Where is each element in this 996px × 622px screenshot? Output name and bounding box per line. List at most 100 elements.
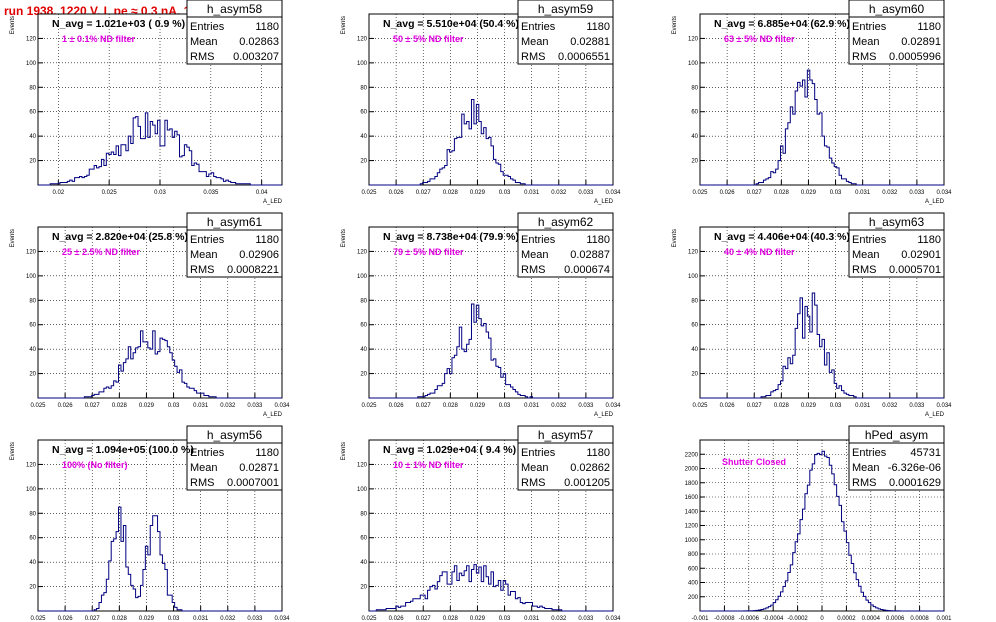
x-tick-label: 0.029 (470, 403, 486, 409)
y-tick-label: 100 (688, 61, 699, 67)
stats-value-entries: 45731 (910, 447, 941, 459)
x-tick-label: 0.031 (855, 403, 871, 409)
x-tick-label: 0.026 (720, 403, 736, 409)
y-tick-label: 80 (360, 511, 367, 517)
y-tick-label: 120 (357, 462, 368, 468)
y-axis-label: Events (10, 229, 16, 247)
x-tick-label: 0.032 (882, 190, 898, 196)
y-tick-label: 800 (688, 552, 699, 558)
x-tick-label: 0.04 (256, 190, 268, 196)
y-tick-label: 60 (360, 536, 367, 542)
n-avg-label: N_avg = 1.029e+04 ( 9.4 %) (383, 444, 516, 456)
filter-note: 10 ± 1% ND filter (393, 460, 464, 470)
x-tick-label: 0.029 (801, 190, 817, 196)
stats-box (848, 0, 945, 65)
y-tick-label: 120 (26, 36, 37, 42)
stats-title: hPed_asym (865, 428, 928, 442)
y-tick-label: 100 (26, 61, 37, 67)
x-tick-label: 0.03 (499, 403, 511, 409)
histogram-series (369, 564, 613, 612)
y-tick-label: 400 (688, 581, 699, 587)
y-tick-label: 20 (360, 159, 367, 165)
stats-value-entries: 1180 (586, 234, 610, 246)
x-tick-label: 0.0008 (910, 616, 929, 622)
histogram-series (38, 112, 282, 186)
stats-box (186, 425, 283, 491)
stats-box (517, 425, 614, 491)
stats-label-mean: Mean (852, 462, 880, 474)
x-tick-label: 0.032 (551, 403, 567, 409)
x-tick-label: 0.03 (830, 190, 842, 196)
y-tick-label: 60 (691, 110, 698, 116)
x-tick-label: 0.033 (578, 190, 594, 196)
filter-note: 50 ± 5% ND filter (393, 34, 464, 44)
stats-value-entries: 1180 (586, 21, 610, 33)
stats-label-entries: Entries (190, 447, 225, 459)
x-tick-label: 0.027 (747, 403, 763, 409)
stats-label-entries: Entries (521, 234, 556, 246)
y-tick-label: 60 (360, 323, 367, 329)
stats-label-rms: RMS (190, 51, 214, 63)
stats-label-rms: RMS (190, 264, 214, 276)
x-tick-label: 0.034 (605, 616, 621, 622)
y-tick-label: 20 (29, 585, 36, 591)
x-tick-label: 0.025 (102, 190, 118, 196)
x-tick-label: 0.034 (936, 403, 952, 409)
stats-label-rms: RMS (190, 477, 214, 489)
x-tick-label: 0.025 (692, 190, 708, 196)
stats-label-mean: Mean (190, 462, 218, 474)
x-tick-label: 0.031 (193, 616, 209, 622)
x-tick-label: 0.026 (58, 403, 74, 409)
stats-value-rms: 0.003207 (233, 51, 279, 63)
stats-label-rms: RMS (852, 51, 876, 63)
x-tick-label: 0.031 (193, 403, 209, 409)
stats-box (517, 0, 614, 65)
stats-label-rms: RMS (521, 264, 545, 276)
stats-label-entries: Entries (521, 21, 556, 33)
n-avg-label: N_avg = 6.885e+04 (62.9 %) (714, 18, 850, 30)
x-tick-label: 0.0002 (837, 616, 856, 622)
x-tick-label: 0.03 (499, 190, 511, 196)
x-tick-label: 0.026 (389, 190, 405, 196)
x-tick-label: 0.033 (578, 403, 594, 409)
x-axis-label: A_LED (263, 412, 283, 418)
stats-value-rms: 0.0007001 (227, 477, 279, 489)
x-tick-label: 0.028 (443, 190, 459, 196)
stats-label-rms: RMS (852, 477, 876, 489)
y-tick-label: 60 (691, 323, 698, 329)
stats-title: h_asym62 (538, 215, 594, 229)
y-tick-label: 100 (357, 487, 368, 493)
y-tick-label: 100 (357, 61, 368, 67)
y-tick-label: 20 (360, 585, 367, 591)
x-tick-label: 0.028 (112, 616, 128, 622)
y-tick-label: 40 (691, 347, 698, 353)
stats-value-rms: 0.0005701 (889, 264, 941, 276)
x-tick-label: 0.034 (274, 403, 290, 409)
y-tick-label: 40 (360, 134, 367, 140)
histogram-series (700, 292, 944, 399)
stats-value-rms: 0.001205 (564, 477, 610, 489)
x-tick-label: 0.03 (154, 190, 166, 196)
x-tick-label: 0.026 (58, 616, 74, 622)
x-tick-label: 0.034 (605, 403, 621, 409)
y-tick-label: 1200 (685, 524, 699, 530)
stats-value-mean: 0.02881 (570, 36, 610, 48)
x-tick-label: 0.03 (168, 616, 180, 622)
y-tick-label: 80 (29, 511, 36, 517)
n-avg-label: N_avg = 8.738e+04 (79.9 %) (383, 231, 519, 243)
stats-label-rms: RMS (521, 477, 545, 489)
stats-value-rms: 0.0001629 (889, 477, 941, 489)
x-axis-label: A_LED (594, 199, 614, 205)
stats-value-rms: 0.0008221 (227, 264, 279, 276)
stats-box (848, 212, 945, 278)
stats-label-entries: Entries (852, 21, 887, 33)
y-tick-label: 80 (360, 85, 367, 91)
x-tick-label: 0.03 (830, 403, 842, 409)
x-tick-label: 0.03 (168, 403, 180, 409)
x-tick-label: 0.031 (524, 616, 540, 622)
y-tick-label: 20 (691, 372, 698, 378)
x-tick-label: 0.032 (551, 190, 567, 196)
x-tick-label: 0.031 (524, 190, 540, 196)
y-tick-label: 40 (29, 347, 36, 353)
plot-frame (699, 226, 945, 399)
